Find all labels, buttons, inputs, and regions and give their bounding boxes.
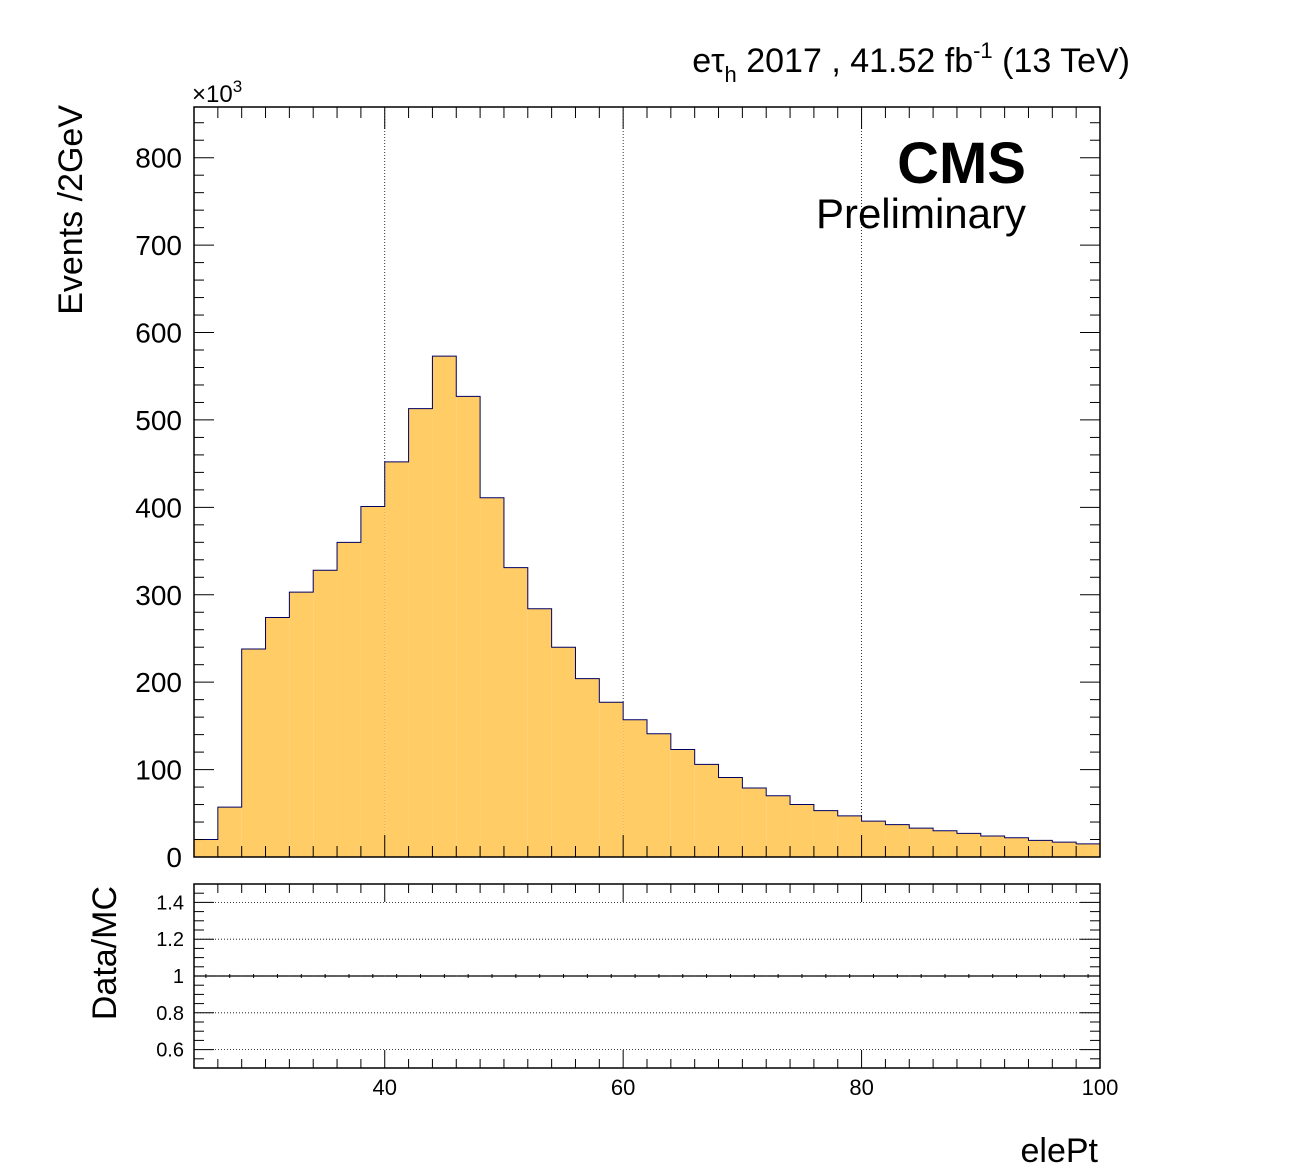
- ratio-y-tick-label: 1.4: [156, 892, 184, 914]
- main-frame: [193, 106, 1101, 858]
- ratio-y-tick-label: 1.2: [156, 929, 184, 951]
- histogram-bar: [1076, 843, 1100, 857]
- ratio-frame: [193, 883, 1101, 1069]
- histogram-bar: [360, 506, 385, 857]
- cms-label: CMS: [897, 131, 1026, 196]
- histogram-bar: [480, 497, 504, 857]
- histogram-bar: [384, 461, 409, 857]
- y-scale-factor-base: ×10: [192, 81, 233, 108]
- histogram-bar: [837, 815, 862, 857]
- header-channel-e: e: [692, 42, 711, 80]
- histogram-outline: [194, 355, 1100, 845]
- histogram-bar: [885, 824, 910, 857]
- histogram-bar: [599, 702, 624, 857]
- x-tick-label: 100: [1082, 1075, 1119, 1100]
- ratio-plot: 0.6 0.8 1 1.2 1.4 40 60 80 100: [156, 883, 1118, 1100]
- histogram-bar: [718, 777, 743, 857]
- main-axis-ticks: 0 100 200 300 400 500 600 700 800: [135, 107, 1100, 873]
- main-plot: 0 100 200 300 400 500 600 700 800: [135, 106, 1101, 873]
- main-y-tick-label: 400: [135, 492, 182, 523]
- main-y-tick-label: 700: [135, 230, 182, 261]
- ratio-points: [194, 974, 1100, 978]
- histogram-bar: [432, 356, 457, 857]
- header-lumi-exponent: -1: [973, 38, 993, 63]
- histogram-bar: [980, 836, 1005, 857]
- histogram-bar: [670, 749, 695, 857]
- histogram-bar: [503, 567, 528, 857]
- y-scale-factor-exponent: 3: [233, 77, 242, 96]
- histogram-bar: [194, 839, 218, 857]
- histogram-bar: [694, 764, 719, 857]
- main-y-tick-label: 100: [135, 755, 182, 786]
- histogram-bar: [241, 648, 266, 857]
- ratio-y-tick-label: 1: [173, 966, 184, 988]
- histogram-bars: [194, 356, 1100, 857]
- histogram-bar: [742, 787, 767, 857]
- histogram-bar: [623, 719, 647, 857]
- main-y-tick-label: 0: [166, 842, 182, 873]
- main-y-tick-label: 800: [135, 143, 182, 174]
- header-channel-sub: h: [725, 62, 737, 87]
- main-y-tick-label: 600: [135, 318, 182, 349]
- main-y-tick-label: 500: [135, 405, 182, 436]
- x-tick-label: 60: [611, 1075, 635, 1100]
- histogram-bar: [813, 810, 838, 857]
- histogram-bar: [1004, 837, 1029, 857]
- histogram-bar: [337, 542, 361, 857]
- histogram-bar: [861, 821, 886, 857]
- histogram-bar: [217, 807, 242, 857]
- header-channel-tau: τ: [711, 42, 725, 80]
- main-y-tick-label: 300: [135, 580, 182, 611]
- y-scale-factor: ×103: [192, 77, 242, 108]
- histogram-bar: [408, 408, 433, 857]
- histogram-bar: [456, 396, 481, 857]
- x-axis-label: elePt: [1021, 1132, 1099, 1170]
- ratio-y-axis-label: Data/MC: [86, 886, 124, 1020]
- main-y-axis-label: Events /2GeV: [52, 105, 90, 315]
- histogram-bar: [1052, 842, 1077, 857]
- histogram-bar: [289, 592, 314, 857]
- histogram-bar: [527, 608, 552, 857]
- histogram-bar: [1028, 840, 1053, 857]
- histogram-bar: [551, 647, 576, 857]
- histogram-bar: [909, 828, 934, 857]
- histogram-bar: [265, 617, 290, 857]
- histogram-bar: [790, 804, 814, 857]
- ratio-y-tick-label: 0.8: [156, 1003, 184, 1025]
- x-tick-label: 40: [372, 1075, 396, 1100]
- histogram-bar: [313, 570, 338, 857]
- ratio-y-tick-label: 0.6: [156, 1040, 184, 1062]
- ratio-axis-ticks: 0.6 0.8 1 1.2 1.4 40 60 80 100: [156, 884, 1118, 1100]
- histogram-bar: [766, 795, 791, 857]
- cms-preliminary-label: Preliminary: [816, 190, 1026, 237]
- histogram-bar: [956, 833, 981, 857]
- x-tick-label: 80: [849, 1075, 873, 1100]
- header-energy: (13 TeV): [993, 42, 1130, 80]
- histogram-bar: [647, 733, 671, 857]
- header-lumi: eτh 2017 , 41.52 fb-1 (13 TeV): [692, 38, 1130, 87]
- main-y-tick-label: 200: [135, 667, 182, 698]
- histogram-bar: [575, 678, 600, 857]
- histogram-bar: [933, 830, 957, 857]
- header-year-lumi: 2017 , 41.52 fb: [737, 42, 973, 80]
